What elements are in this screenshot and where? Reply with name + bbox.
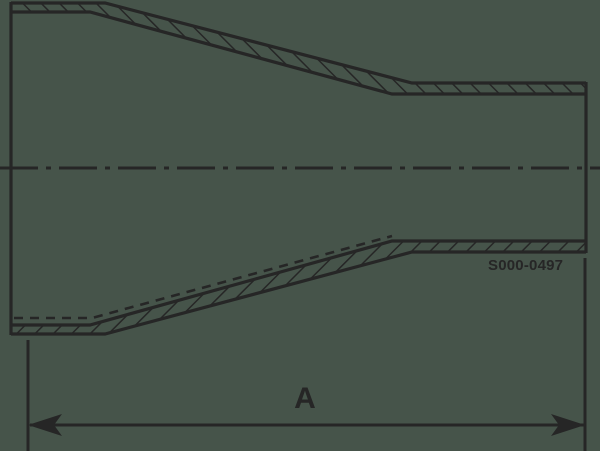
dimension-label-a: A bbox=[294, 382, 316, 415]
dimension-a-group: A bbox=[26, 258, 587, 451]
dimension-arrowhead-right bbox=[551, 414, 585, 436]
top-inner-profile-line bbox=[11, 10, 586, 96]
bottom-inner-profile-line bbox=[11, 239, 586, 327]
part-number-label: S000-0497 bbox=[488, 257, 563, 274]
bottom-outer-profile-line bbox=[11, 250, 586, 336]
dimension-arrowhead-left bbox=[28, 414, 62, 436]
top-outer-profile-line bbox=[11, 1, 586, 85]
